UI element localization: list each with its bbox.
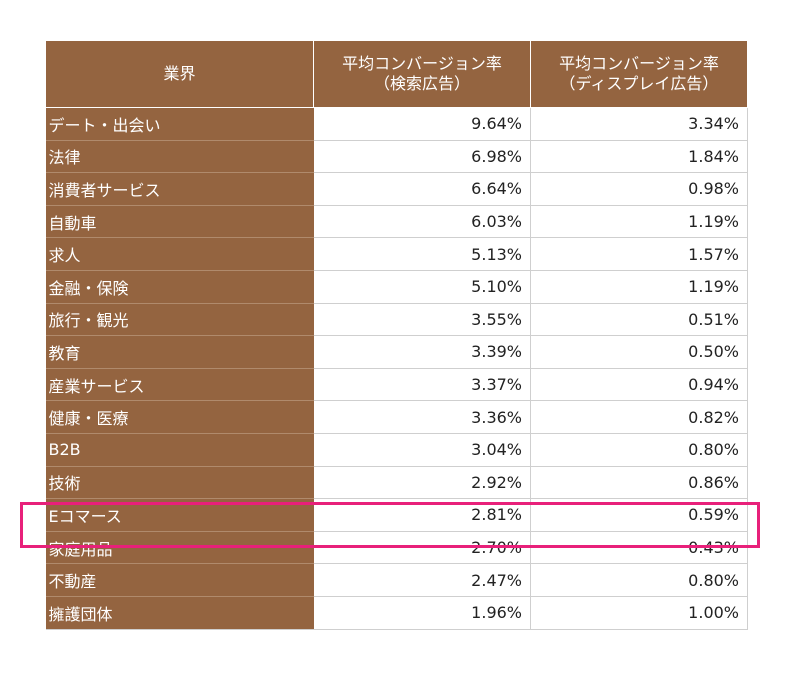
search-rate-cell: 3.04% xyxy=(313,433,531,467)
search-rate-cell: 2.81% xyxy=(313,498,531,532)
table-row: 家庭用品 2.70% 0.43% xyxy=(45,531,748,565)
table-row: 法律 6.98% 1.84% xyxy=(45,140,748,174)
display-rate-cell: 0.51% xyxy=(530,303,748,337)
search-rate-cell: 5.13% xyxy=(313,237,531,271)
table-row: 健康・医療 3.36% 0.82% xyxy=(45,400,748,434)
industry-cell: 旅行・観光 xyxy=(45,303,314,337)
display-rate-cell: 0.80% xyxy=(530,563,748,597)
display-rate-cell: 1.57% xyxy=(530,237,748,271)
search-rate-cell: 9.64% xyxy=(313,107,531,141)
industry-cell: 法律 xyxy=(45,140,314,174)
industry-cell: 家庭用品 xyxy=(45,531,314,565)
display-rate-cell: 0.80% xyxy=(530,433,748,467)
display-rate-cell: 0.59% xyxy=(530,498,748,532)
table-row: 求人 5.13% 1.57% xyxy=(45,237,748,271)
search-rate-cell: 3.55% xyxy=(313,303,531,337)
display-rate-cell: 1.19% xyxy=(530,270,748,304)
header-search-line2: （検索広告） xyxy=(373,74,470,93)
display-rate-cell: 0.94% xyxy=(530,368,748,402)
display-rate-cell: 0.43% xyxy=(530,531,748,565)
search-rate-cell: 5.10% xyxy=(313,270,531,304)
table-row-highlighted: Eコマース 2.81% 0.59% xyxy=(45,498,748,532)
industry-cell: 擁護団体 xyxy=(45,596,314,630)
table-row: 自動車 6.03% 1.19% xyxy=(45,205,748,239)
search-rate-cell: 2.70% xyxy=(313,531,531,565)
industry-cell: 求人 xyxy=(45,237,314,271)
display-rate-cell: 0.86% xyxy=(530,466,748,500)
header-display-ads: 平均コンバージョン率 （ディスプレイ広告） xyxy=(530,40,748,108)
table-row: 教育 3.39% 0.50% xyxy=(45,335,748,369)
header-industry: 業界 xyxy=(45,40,314,108)
search-rate-cell: 6.03% xyxy=(313,205,531,239)
display-rate-cell: 0.50% xyxy=(530,335,748,369)
table-header-row: 業界 平均コンバージョン率 （検索広告） 平均コンバージョン率 （ディスプレイ広… xyxy=(45,40,748,108)
table-row: 旅行・観光 3.55% 0.51% xyxy=(45,303,748,337)
industry-cell: Eコマース xyxy=(45,498,314,532)
header-industry-label: 業界 xyxy=(163,64,196,83)
display-rate-cell: 3.34% xyxy=(530,107,748,141)
search-rate-cell: 6.98% xyxy=(313,140,531,174)
table-row: 擁護団体 1.96% 1.00% xyxy=(45,596,748,630)
display-rate-cell: 1.19% xyxy=(530,205,748,239)
display-rate-cell: 1.84% xyxy=(530,140,748,174)
industry-cell: 技術 xyxy=(45,466,314,500)
industry-cell: B2B xyxy=(45,433,314,467)
display-rate-cell: 0.82% xyxy=(530,400,748,434)
table-row: 消費者サービス 6.64% 0.98% xyxy=(45,172,748,206)
header-display-line1: 平均コンバージョン率 xyxy=(559,54,719,73)
conversion-rate-table-wrap: 業界 平均コンバージョン率 （検索広告） 平均コンバージョン率 （ディスプレイ広… xyxy=(45,40,748,630)
industry-cell: 健康・医療 xyxy=(45,400,314,434)
header-display-line2: （ディスプレイ広告） xyxy=(559,74,719,93)
header-search-line1: 平均コンバージョン率 xyxy=(342,54,502,73)
table-row: B2B 3.04% 0.80% xyxy=(45,433,748,467)
industry-cell: 自動車 xyxy=(45,205,314,239)
industry-cell: 教育 xyxy=(45,335,314,369)
search-rate-cell: 2.92% xyxy=(313,466,531,500)
search-rate-cell: 3.36% xyxy=(313,400,531,434)
industry-cell: 消費者サービス xyxy=(45,172,314,206)
search-rate-cell: 3.39% xyxy=(313,335,531,369)
search-rate-cell: 3.37% xyxy=(313,368,531,402)
table-row: デート・出会い 9.64% 3.34% xyxy=(45,107,748,141)
search-rate-cell: 6.64% xyxy=(313,172,531,206)
display-rate-cell: 0.98% xyxy=(530,172,748,206)
table-row: 金融・保険 5.10% 1.19% xyxy=(45,270,748,304)
conversion-rate-table: 業界 平均コンバージョン率 （検索広告） 平均コンバージョン率 （ディスプレイ広… xyxy=(45,40,748,630)
industry-cell: 金融・保険 xyxy=(45,270,314,304)
industry-cell: デート・出会い xyxy=(45,107,314,141)
industry-cell: 産業サービス xyxy=(45,368,314,402)
table-row: 産業サービス 3.37% 0.94% xyxy=(45,368,748,402)
industry-cell: 不動産 xyxy=(45,563,314,597)
display-rate-cell: 1.00% xyxy=(530,596,748,630)
table-row: 不動産 2.47% 0.80% xyxy=(45,563,748,597)
search-rate-cell: 2.47% xyxy=(313,563,531,597)
header-search-ads: 平均コンバージョン率 （検索広告） xyxy=(313,40,531,108)
table-row: 技術 2.92% 0.86% xyxy=(45,466,748,500)
search-rate-cell: 1.96% xyxy=(313,596,531,630)
